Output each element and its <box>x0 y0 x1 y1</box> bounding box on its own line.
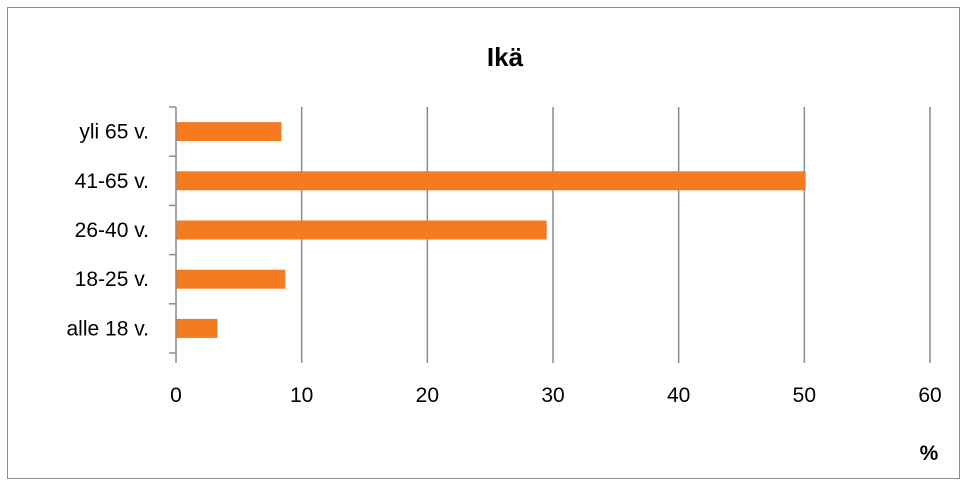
bar <box>176 269 286 289</box>
x-tick-label: 10 <box>290 384 313 407</box>
bar <box>176 171 806 191</box>
x-axis-tick-labels: 0 10 20 30 40 50 60 <box>170 384 942 407</box>
y-axis <box>169 106 177 363</box>
gridlines <box>300 107 931 363</box>
y-tick-label: 18-25 v. <box>75 268 149 291</box>
x-tick-label: 50 <box>793 384 816 407</box>
x-tick-label: 40 <box>667 384 690 407</box>
y-axis-tick-labels: alle 18 v. 18-25 v. 26-40 v. 41-65 v. yli 65… <box>67 121 150 341</box>
y-tick-label: 26-40 v. <box>75 219 149 242</box>
x-tick-label: 20 <box>416 384 439 407</box>
x-tick-label: 60 <box>918 384 941 407</box>
x-tick-label: 0 <box>170 384 182 407</box>
bar <box>176 220 547 240</box>
chart-title: Ikä <box>487 42 524 72</box>
chart-area <box>7 7 960 479</box>
y-tick-label: 41-65 v. <box>75 170 149 193</box>
x-tick-label: 30 <box>541 384 564 407</box>
bar <box>176 318 218 338</box>
x-axis-label: % <box>920 442 939 465</box>
y-tick-label: alle 18 v. <box>67 317 150 340</box>
bars <box>176 122 806 338</box>
bar <box>176 122 282 142</box>
y-tick-label: yli 65 v. <box>79 121 149 144</box>
